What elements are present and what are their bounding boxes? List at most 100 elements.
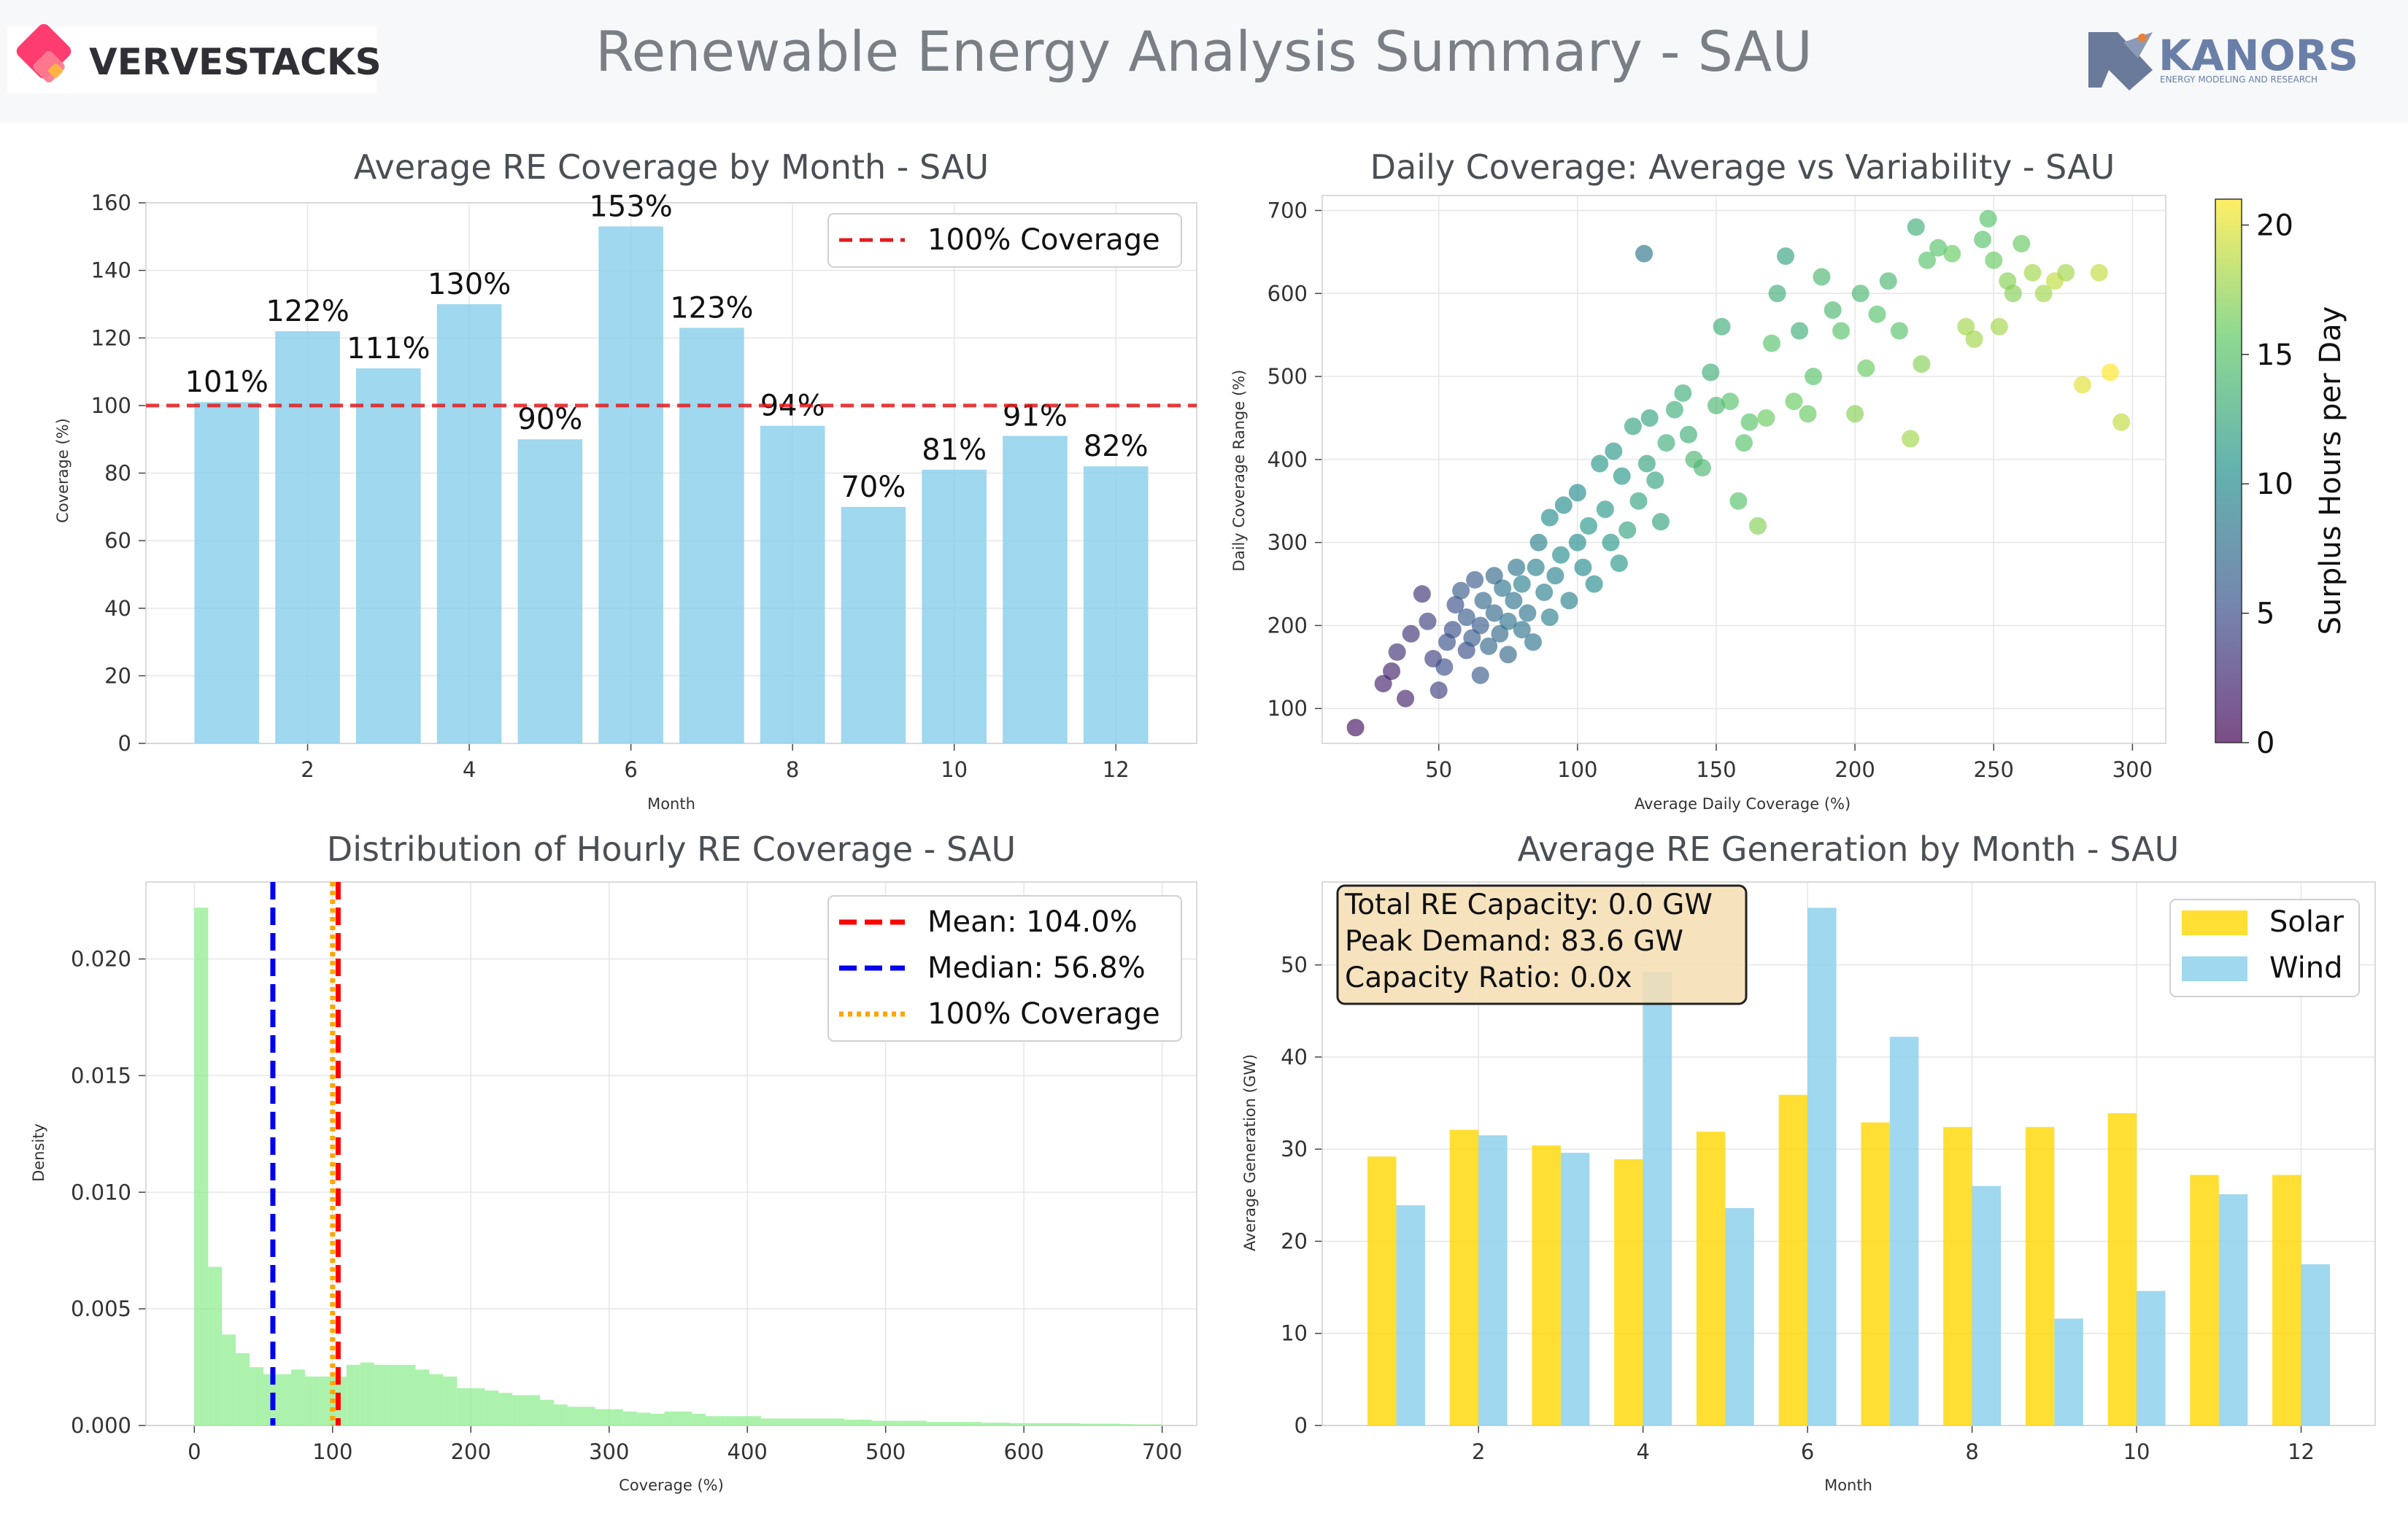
chart2-x-tick-label: 250 xyxy=(1974,757,2014,782)
scatter-point xyxy=(1965,330,1983,348)
scatter-point xyxy=(1540,608,1559,627)
vervestacks-logo: VERVESTACKS xyxy=(7,23,382,93)
scatter-point xyxy=(1929,239,1948,257)
solar-bar xyxy=(1532,1145,1561,1425)
histogram-bar xyxy=(816,1418,830,1425)
histogram-bar xyxy=(857,1420,872,1425)
histogram-bar xyxy=(1024,1423,1038,1425)
coverage-data-label: 81% xyxy=(922,433,987,467)
histogram-bar xyxy=(387,1364,402,1425)
coverage-bar xyxy=(1083,466,1149,743)
scatter-point xyxy=(1471,666,1489,684)
scatter-point xyxy=(1596,500,1614,519)
solar-bar xyxy=(2107,1113,2137,1425)
chart4-y-tick-label: 0 xyxy=(1294,1413,1308,1438)
chart1-legend-label: 100% Coverage xyxy=(927,223,1160,257)
scatter-point xyxy=(1413,585,1431,603)
scatter-point xyxy=(1568,533,1586,552)
coverage-bar xyxy=(436,303,502,743)
solar-bar xyxy=(1449,1129,1479,1425)
legend-mean-label: Mean: 104.0% xyxy=(927,905,1138,939)
histogram-bar xyxy=(194,908,209,1425)
chart2-x-tick-label: 200 xyxy=(1834,757,1875,782)
chart3-y-tick-label: 0.010 xyxy=(71,1180,131,1204)
scatter-point xyxy=(1851,285,1869,303)
solar-bar xyxy=(1696,1131,1726,1425)
coverage-bar xyxy=(356,368,421,743)
histogram-bar xyxy=(844,1420,858,1425)
scatter-point xyxy=(1546,567,1564,585)
chart4-x-tick-label: 2 xyxy=(1472,1439,1485,1464)
scatter-point xyxy=(1665,401,1683,419)
scatter-point xyxy=(1679,425,1697,444)
scatter-point xyxy=(1985,251,2003,269)
chart3-x-tick-label: 700 xyxy=(1142,1439,1182,1464)
scatter-point xyxy=(1618,521,1637,539)
chart3-x-tick-label: 300 xyxy=(589,1439,629,1464)
chart4-y-tick-label: 40 xyxy=(1281,1045,1308,1069)
scatter-point xyxy=(1491,624,1509,643)
chart3-x-tick-label: 0 xyxy=(188,1439,201,1464)
scatter-point xyxy=(1749,517,1767,535)
wind-bar xyxy=(2054,1318,2083,1425)
scatter-point xyxy=(1777,247,1795,266)
chart3-title: Distribution of Hourly RE Coverage - SAU xyxy=(327,829,1016,869)
chart4-x-tick-label: 6 xyxy=(1801,1439,1814,1464)
histogram-bar xyxy=(498,1393,513,1425)
histogram-bar xyxy=(236,1353,250,1425)
scatter-point xyxy=(1602,533,1620,552)
scatter-point xyxy=(2013,234,2031,252)
scatter-point xyxy=(1529,533,1548,552)
legend-wind-swatch xyxy=(2182,956,2247,981)
annotation-line-3: Capacity Ratio: 0.0x xyxy=(1345,962,1632,994)
chart1-y-tick-label: 40 xyxy=(104,596,131,621)
histogram-bar xyxy=(346,1364,360,1425)
scatter-point xyxy=(1979,209,1997,228)
histogram-bar xyxy=(429,1374,444,1425)
scatter-point xyxy=(2004,285,2022,303)
chart2-y-tick-label: 400 xyxy=(1267,447,1308,472)
annotation-line-1: Total RE Capacity: 0.0 GW xyxy=(1344,889,1713,921)
scatter-point xyxy=(1446,595,1465,614)
scatter-point xyxy=(1646,471,1664,490)
scatter-point xyxy=(1702,363,1720,382)
histogram-bar xyxy=(222,1334,236,1425)
histogram-bar xyxy=(415,1369,430,1425)
scatter-point xyxy=(1832,322,1851,340)
scatter-point xyxy=(1474,592,1492,610)
wind-bar xyxy=(1478,1135,1508,1425)
scatter-point xyxy=(1383,662,1401,681)
coverage-bar xyxy=(194,402,260,743)
chart1-y-tick-label: 80 xyxy=(104,461,131,486)
coverage-by-month-chart: 2 4 6 8 10 12020406080100120140160101%122%111… xyxy=(54,147,1197,813)
chart1-x-axis-label: Month xyxy=(647,795,695,813)
wind-bar xyxy=(1396,1205,1425,1425)
wind-bar xyxy=(1807,908,1837,1425)
histogram-bar xyxy=(885,1420,900,1425)
histogram-bar xyxy=(581,1407,595,1425)
coverage-data-label: 70% xyxy=(841,471,906,504)
wind-bar xyxy=(1889,1037,1919,1425)
scatter-point xyxy=(1429,681,1448,700)
scatter-point xyxy=(1524,633,1542,651)
legend-wind-label: Wind xyxy=(2269,951,2343,985)
scatter-point xyxy=(1735,434,1753,452)
scatter-point xyxy=(1768,285,1786,303)
histogram-bar xyxy=(1148,1424,1162,1425)
wind-bar xyxy=(1725,1208,1754,1425)
scatter-point xyxy=(1740,413,1759,431)
scatter-point xyxy=(1902,430,1920,448)
histogram-bar xyxy=(471,1388,485,1425)
colorbar-tick-label: 20 xyxy=(2256,209,2293,242)
scatter-point xyxy=(1763,334,1781,352)
chart2-y-axis-label: Daily Coverage Range (%) xyxy=(1230,370,1248,572)
scatter-point xyxy=(1707,396,1725,414)
coverage-data-label: 101% xyxy=(185,365,269,399)
chart2-x-tick-label: 100 xyxy=(1557,757,1597,782)
histogram-bar xyxy=(982,1423,997,1425)
histogram-bar xyxy=(622,1411,637,1425)
chart4-title: Average RE Generation by Month - SAU xyxy=(1518,829,2180,869)
scatter-point xyxy=(1527,558,1545,576)
scatter-point xyxy=(1580,517,1598,535)
